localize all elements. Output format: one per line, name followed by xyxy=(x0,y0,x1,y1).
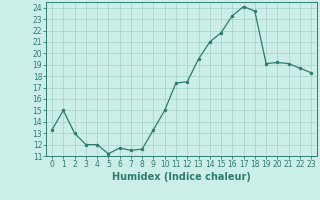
X-axis label: Humidex (Indice chaleur): Humidex (Indice chaleur) xyxy=(112,172,251,182)
